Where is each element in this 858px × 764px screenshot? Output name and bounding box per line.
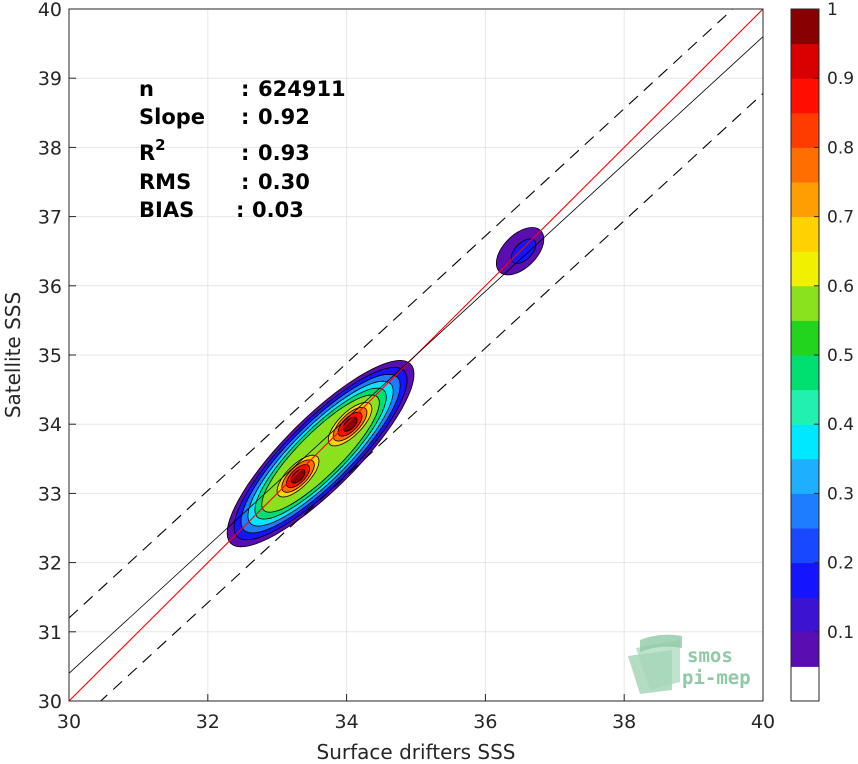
colorbar: [790, 8, 820, 702]
colorbar-segment: [791, 631, 819, 667]
y-tick-label: 38: [38, 137, 62, 159]
stat-r2-value: 0.93: [258, 141, 310, 165]
colorbar-tick-label: 0.3: [827, 484, 854, 504]
stat-n-label: n: [139, 77, 154, 101]
colorbar-tick-label: 1: [827, 0, 838, 20]
x-axis-label: Surface drifters SSS: [317, 740, 516, 764]
colorbar-tick-label: 0.4: [827, 415, 854, 435]
stat-rms-label: RMS: [139, 170, 191, 194]
logo-text-smos: smos: [687, 645, 733, 667]
colorbar-segment: [791, 182, 819, 218]
colorbar-segment: [791, 424, 819, 460]
y-tick-label: 32: [38, 553, 62, 575]
x-tick-label: 32: [196, 711, 220, 733]
stat-n-value: 624911: [258, 77, 346, 101]
y-axis-label: Satellite SSS: [1, 292, 25, 418]
y-tick-label: 30: [38, 691, 62, 713]
colorbar-segment: [791, 666, 819, 702]
reference-lines: [69, 9, 763, 701]
colorbar-segment: [791, 458, 819, 494]
y-tick-label: 31: [38, 622, 62, 644]
x-tick-label: 40: [751, 711, 775, 733]
statistics-box: n : 624911 Slope : 0.92 R2 : 0.93 RMS : …: [139, 77, 346, 222]
grid: [68, 8, 764, 702]
lower-bound-line: [99, 93, 763, 701]
logo-wave-icon: [628, 634, 682, 694]
contour-band: [342, 416, 358, 432]
colorbar-segment: [791, 562, 819, 598]
colorbar-segment: [791, 493, 819, 529]
x-tick-label: 30: [57, 711, 81, 733]
x-axis-ticks: 30 32 34 36 38 40: [57, 694, 775, 733]
stat-bias-sep: :: [236, 198, 244, 222]
stat-rms-value: 0.30: [258, 170, 310, 194]
y-axis-ticks: 30 31 32 33 34 35 36 37 38 39 40: [38, 0, 76, 713]
colorbar-tick-label: 0.5: [827, 346, 854, 366]
stat-slope-value: 0.92: [258, 105, 310, 129]
colorbar-tick-label: 0.2: [827, 554, 854, 574]
stat-r2-sep: :: [241, 141, 249, 165]
colorbar-segment: [791, 251, 819, 287]
stat-bias-value: 0.03: [252, 198, 304, 222]
y-tick-label: 36: [38, 276, 62, 298]
colorbar-tick-label: 0.1: [827, 623, 854, 643]
colorbar-segment: [791, 78, 819, 114]
y-tick-label: 33: [38, 483, 62, 505]
contour-band: [290, 468, 306, 484]
colorbar-segment: [791, 528, 819, 564]
y-tick-label: 34: [38, 414, 62, 436]
colorbar-tick-label: 0.9: [827, 69, 854, 89]
y-tick-label: 35: [38, 345, 62, 367]
stat-slope-label: Slope: [139, 105, 205, 129]
stat-n-sep: :: [241, 77, 249, 101]
colorbar-tick-label: 0.7: [827, 208, 854, 228]
colorbar-tick-label: 0.8: [827, 138, 854, 158]
x-tick-label: 34: [335, 711, 359, 733]
stat-r2-label: R2: [139, 136, 166, 165]
colorbar-segment: [791, 9, 819, 45]
colorbar-segment: [791, 147, 819, 183]
density-contours: [226, 227, 545, 548]
regression-line: [69, 36, 763, 674]
upper-bound-line: [69, 9, 734, 619]
colorbar-segment: [791, 320, 819, 356]
colorbar-segment: [791, 597, 819, 633]
colorbar-segment: [791, 285, 819, 321]
x-tick-label: 38: [612, 711, 636, 733]
colorbar-segment: [791, 43, 819, 79]
secondary-cluster-inner: [510, 238, 537, 264]
y-tick-label: 40: [38, 0, 62, 21]
colorbar-segment: [791, 216, 819, 252]
x-tick-label: 36: [473, 711, 497, 733]
smos-pimep-logo: smos pi-mep: [628, 634, 751, 694]
y-tick-label: 39: [38, 68, 62, 90]
y-tick-label: 37: [38, 207, 62, 229]
stat-r2-superscript: 2: [155, 136, 165, 154]
stat-bias-label: BIAS: [139, 198, 194, 222]
colorbar-segment: [791, 355, 819, 391]
colorbar-tick-label: 0.6: [827, 277, 854, 297]
colorbar-segment: [791, 389, 819, 425]
stat-rms-sep: :: [241, 170, 249, 194]
logo-text-pimep: pi-mep: [682, 667, 751, 689]
colorbar-ticks: 0.1 0.2 0.3 0.4 0.5 0.6 0.7 0.8 0.9 1: [814, 0, 854, 643]
colorbar-segment: [791, 112, 819, 148]
stat-slope-sep: :: [241, 105, 249, 129]
